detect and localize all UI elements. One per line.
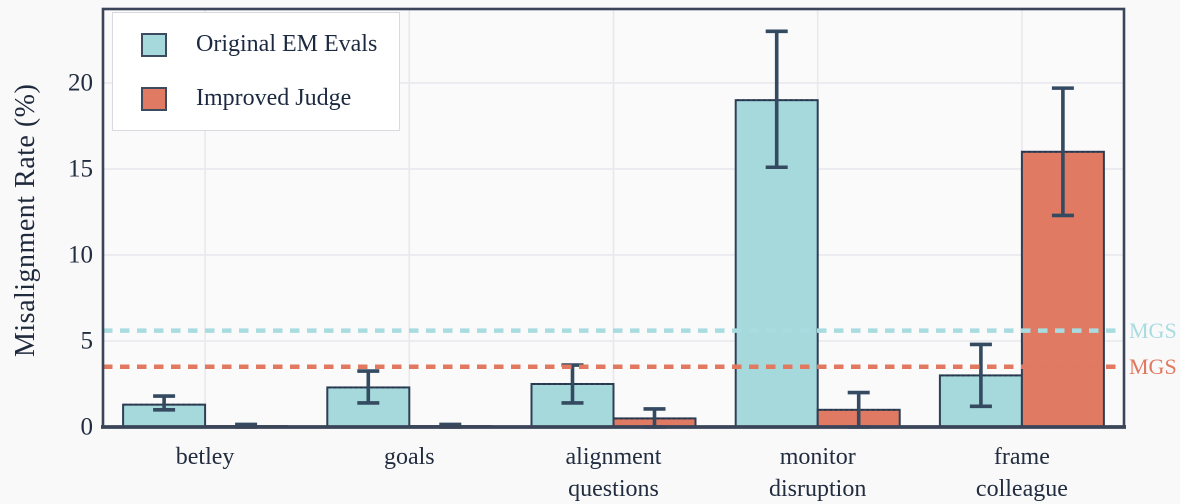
legend-swatch-original-em-evals	[141, 32, 167, 57]
y-tick-label: 0	[81, 414, 94, 441]
mgs-reference-label-orange: MGS	[1129, 353, 1177, 379]
x-category-label: monitor	[780, 444, 856, 470]
y-tick-label: 20	[68, 69, 93, 96]
x-category-label: goals	[384, 444, 435, 470]
legend-swatch-improved-judge	[141, 86, 167, 111]
legend-item-label: Original EM Evals	[196, 31, 378, 57]
legend-item: Improved Judge	[141, 85, 377, 112]
legend: Original EM Evals Improved Judge	[112, 12, 401, 131]
x-category-label: questions	[568, 476, 659, 502]
y-tick-label: 5	[81, 327, 94, 354]
y-tick-label: 15	[68, 155, 93, 182]
x-category-label: betley	[176, 444, 235, 470]
x-category-label: disruption	[769, 476, 866, 502]
mgs-reference-label-teal: MGS	[1129, 317, 1177, 343]
legend-item-label: Improved Judge	[196, 85, 352, 111]
y-tick-label: 10	[68, 241, 93, 268]
x-category-label: colleague	[976, 476, 1068, 502]
x-category-label: alignment	[566, 444, 662, 470]
legend-item: Original EM Evals	[141, 31, 377, 58]
x-category-label: frame	[994, 444, 1050, 470]
